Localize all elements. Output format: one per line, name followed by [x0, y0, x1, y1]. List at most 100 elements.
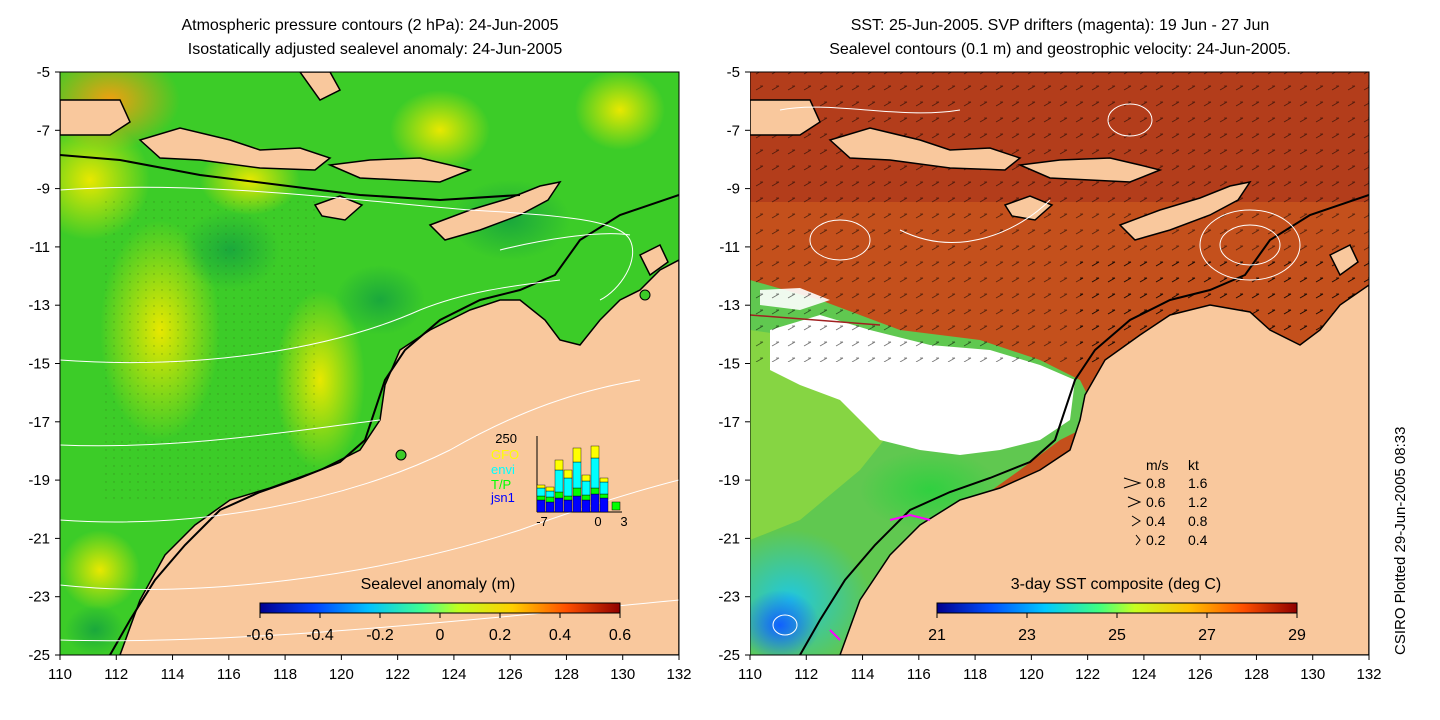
velocity-key: m/s kt 0.8 1.6 0.6 1.2 0.4 0.8 0.2 0.4 — [1123, 457, 1208, 548]
inset-bar-segment — [572, 495, 582, 513]
inset-bar-segment — [545, 501, 555, 513]
inset-bar-segment — [563, 477, 573, 497]
right-colorbar — [936, 602, 1298, 614]
right-ytick-label: -5 — [727, 64, 740, 81]
inset-bar-segment — [563, 499, 573, 513]
inset-bar-segment — [581, 499, 591, 513]
inset-bar-segment — [536, 495, 546, 501]
velocity-key-arrow-icon — [1123, 477, 1142, 489]
right-colorbar-tick-label: 25 — [1108, 627, 1126, 644]
australia-landmass-right — [839, 284, 1369, 655]
right-ytick-label: -7 — [727, 122, 740, 139]
inset-bar-segment — [581, 494, 591, 501]
left-colorbar-tick-label: -0.4 — [306, 627, 334, 644]
bali-lombok-sumbawa — [138, 127, 332, 171]
right-ytick-label: -15 — [718, 356, 740, 373]
left-map: Sealevel anomaly (m) -0.6 -0.4 -0.2 0 0.2 0.4… — [59, 71, 680, 656]
right-ytick-label: -19 — [718, 472, 740, 489]
velocity-key-ms: 0.6 — [1146, 494, 1166, 510]
left-colorbar-tick-label: 0.2 — [489, 627, 511, 644]
flores-island — [327, 157, 473, 183]
inset-bar-segment — [599, 493, 609, 499]
inset-bar-segment — [572, 487, 582, 497]
right-map: m/s kt 0.8 1.6 0.6 1.2 0.4 0.8 0.2 0.4 3-day SS… — [750, 71, 1370, 656]
inset-bar-segment — [554, 459, 564, 471]
inset-legend-gfo: GFO — [491, 447, 519, 462]
velocity-key-kt: 0.8 — [1188, 513, 1208, 529]
sulawesi-south — [299, 72, 342, 101]
left-panel-title-line1: Atmospheric pressure contours (2 hPa): 2… — [181, 17, 559, 34]
java-island — [60, 99, 131, 136]
right-panel-title-line1: SST: 25-Jun-2005. SVP drifters (magenta)… — [850, 17, 1270, 34]
inset-xlabel-zero: 0 — [594, 514, 601, 529]
inset-legend-envi: envi — [491, 462, 515, 477]
right-colorbar-tick-label: 21 — [928, 627, 946, 644]
left-colorbar-tick-label: -0.2 — [366, 627, 394, 644]
satellite-coverage-inset: 250 GFO envi T/P jsn1 -7 0 3 — [490, 431, 628, 529]
bali-lombok-sumbawa-right — [828, 127, 1022, 171]
inset-bar-segment — [554, 497, 564, 513]
right-colorbar-label: 3-day SST composite (deg C) — [1011, 576, 1221, 593]
inset-xlabel-right: 3 — [620, 514, 627, 529]
right-colorbar-tick-label: 23 — [1018, 627, 1036, 644]
inset-bar-segment — [599, 497, 609, 513]
java-island-right — [750, 99, 821, 136]
inset-bar-segment — [581, 480, 591, 496]
inset-bar-segment — [590, 445, 600, 459]
velocity-key-arrow-icon — [1127, 496, 1142, 508]
inset-bar-segment — [554, 469, 564, 493]
inset-bar-segment — [590, 457, 600, 489]
flores-island-right — [1017, 157, 1163, 183]
inset-xlabel-left: -7 — [536, 514, 548, 529]
inset-ymax-label: 250 — [495, 431, 517, 446]
right-colorbar-tick-label: 27 — [1198, 627, 1216, 644]
left-colorbar-label: Sealevel anomaly (m) — [361, 576, 516, 593]
velocity-key-header-ms: m/s — [1146, 457, 1169, 473]
velocity-key-kt: 1.6 — [1188, 475, 1208, 491]
right-ytick-label: -13 — [718, 297, 740, 314]
inset-bar-segment — [572, 447, 582, 463]
inset-bar-segment — [536, 499, 546, 513]
inset-bar-segment — [545, 490, 555, 498]
sumba-island-right — [1003, 195, 1054, 221]
inset-bar-segment — [590, 493, 600, 513]
velocity-key-ms: 0.4 — [1146, 513, 1166, 529]
velocity-key-kt: 0.4 — [1188, 532, 1208, 548]
right-ytick-label: -17 — [718, 414, 740, 431]
left-colorbar-ticks: -0.6 -0.4 -0.2 0 0.2 0.4 0.6 — [246, 613, 631, 644]
right-colorbar-ticks: 21 23 25 27 29 — [928, 613, 1306, 644]
right-ytick-label: -25 — [718, 647, 740, 664]
right-ytick-label: -21 — [718, 530, 740, 547]
inset-bar-segment — [590, 487, 600, 495]
inset-bar-segment — [545, 486, 555, 492]
inset-bar-segment — [545, 496, 555, 503]
velocity-key-ms: 0.8 — [1146, 475, 1166, 491]
velocity-key-ms: 0.2 — [1146, 532, 1166, 548]
inset-legend-tp: T/P — [491, 477, 511, 492]
right-ytick-label: -23 — [718, 589, 740, 606]
inset-bar-segment — [572, 461, 582, 489]
right-colorbar-tick-label: 29 — [1288, 627, 1306, 644]
inset-bar-segment — [536, 484, 546, 489]
credit-text: CSIRO Plotted 29-Jun-2005 08:33 — [1392, 426, 1409, 655]
inset-bar-segment — [554, 491, 564, 499]
tanimbar-island — [638, 243, 669, 277]
credit-stamp: CSIRO Plotted 29-Jun-2005 08:33 — [1392, 365, 1414, 665]
left-colorbar-tick-label: 0 — [436, 627, 445, 644]
left-colorbar-tick-label: 0.4 — [549, 627, 571, 644]
inset-bar-segment — [536, 487, 546, 497]
velocity-key-arrow-icon — [1135, 534, 1141, 546]
tanimbar-island-right — [1328, 243, 1359, 277]
inset-bar-segment — [563, 495, 573, 501]
timor-island-right — [1118, 180, 1252, 241]
left-colorbar-tick-label: -0.6 — [246, 627, 274, 644]
left-panel-title-line2: Isostatically adjusted sealevel anomaly:… — [187, 41, 563, 58]
right-ytick-label: -9 — [727, 181, 740, 198]
inset-bar-segment — [581, 474, 591, 482]
velocity-key-kt: 1.2 — [1188, 494, 1208, 510]
inset-bar-segment — [599, 477, 609, 483]
left-colorbar — [259, 602, 621, 614]
inset-bar-segment — [599, 481, 609, 495]
velocity-key-arrow-icon — [1131, 515, 1141, 527]
right-panel-title-line2: Sealevel contours (0.1 m) and geostrophi… — [829, 41, 1291, 58]
